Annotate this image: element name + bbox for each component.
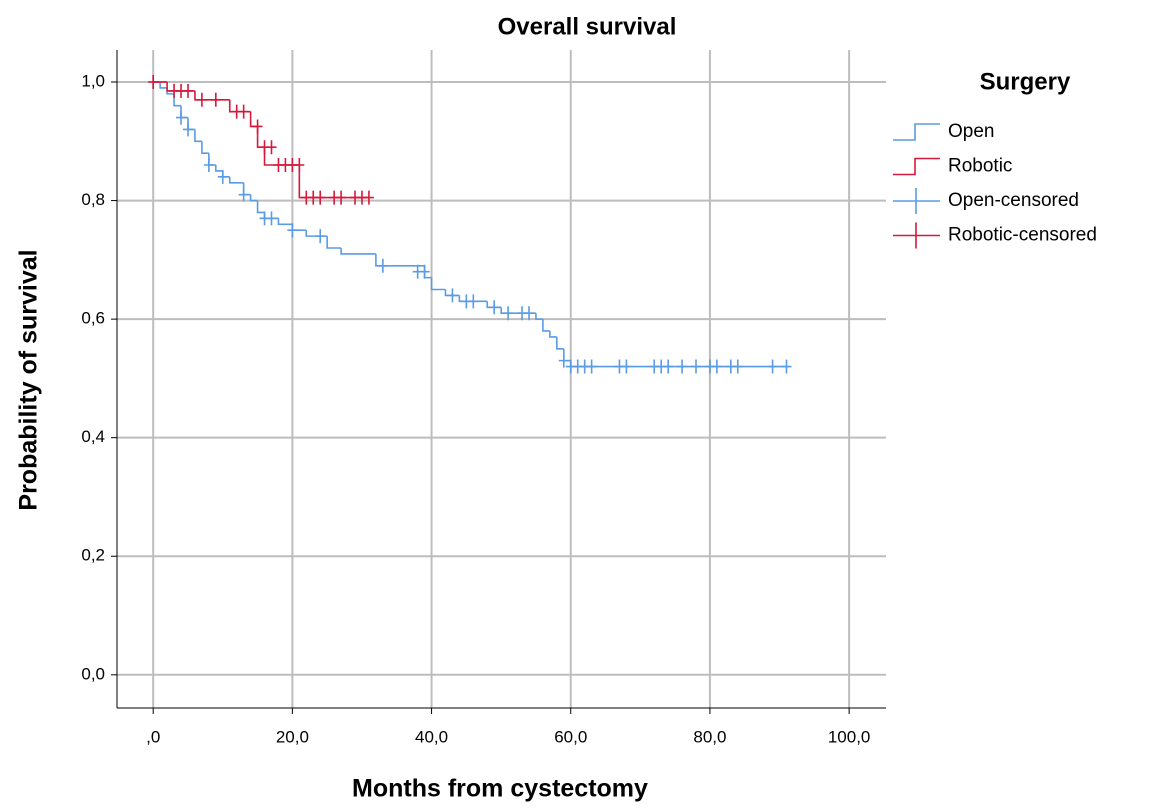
survival-step xyxy=(430,277,446,291)
survival-step xyxy=(375,253,425,267)
censor-mark xyxy=(176,110,187,125)
y-tick-label: 0,2 xyxy=(81,546,105,565)
censor-mark xyxy=(377,258,388,273)
censor-mark xyxy=(252,119,263,134)
legend-label: Open-censored xyxy=(948,190,1079,211)
x-tick-label: 60,0 xyxy=(554,727,587,746)
survival-step xyxy=(277,218,293,226)
y-tick-label: 1,0 xyxy=(81,71,105,90)
survival-step xyxy=(291,224,307,232)
censor-mark xyxy=(148,75,159,90)
legend-label: Open xyxy=(948,121,994,142)
survival-step xyxy=(542,319,550,332)
y-axis-title: Probability of survival xyxy=(15,249,43,510)
survival-step xyxy=(249,194,258,202)
survival-step xyxy=(201,141,209,154)
survival-step xyxy=(249,111,258,128)
x-tick-label: 40,0 xyxy=(415,727,448,746)
censor-mark xyxy=(732,359,743,374)
survival-step xyxy=(194,129,202,143)
censor-mark xyxy=(677,359,688,374)
survival-step xyxy=(569,360,787,368)
censor-mark xyxy=(182,83,193,98)
censor-mark xyxy=(315,229,326,244)
x-tick-label: ,0 xyxy=(146,727,160,746)
x-tick-label: 80,0 xyxy=(693,727,726,746)
legend-symbol xyxy=(893,222,940,249)
censor-mark xyxy=(217,169,228,184)
censor-mark xyxy=(523,306,534,321)
y-tick-label: 0,0 xyxy=(81,664,105,683)
survival-step xyxy=(562,348,571,362)
censor-mark xyxy=(238,104,249,119)
censor-mark xyxy=(503,306,514,321)
censor-mark xyxy=(691,359,702,374)
survival-step xyxy=(180,105,188,119)
survival-step xyxy=(263,147,300,166)
chart-title: Overall survival xyxy=(498,13,677,40)
censor-mark xyxy=(489,300,500,315)
survival-step xyxy=(549,330,557,338)
survival-step xyxy=(187,117,195,131)
censor-mark xyxy=(363,190,374,205)
survival-step xyxy=(194,90,230,101)
survival-step xyxy=(340,247,376,255)
survival-step xyxy=(173,93,182,107)
censor-mark xyxy=(182,122,193,137)
censor-mark xyxy=(287,223,298,238)
survival-step xyxy=(215,165,223,172)
survival-step xyxy=(256,126,265,149)
censor-mark xyxy=(767,359,778,374)
censor-mark xyxy=(621,359,632,374)
censor-mark xyxy=(294,158,305,173)
survival-step xyxy=(159,82,168,89)
survival-step xyxy=(242,182,251,196)
censor-mark xyxy=(781,359,792,374)
survival-step xyxy=(228,99,251,113)
survival-step xyxy=(305,230,328,237)
censor-mark xyxy=(238,187,249,202)
legend-label: Robotic-censored xyxy=(948,225,1097,246)
legend-title: Surgery xyxy=(980,68,1071,95)
y-tick-label: 0,8 xyxy=(81,190,105,209)
survival-step xyxy=(228,176,244,184)
x-tick-label: 20,0 xyxy=(276,727,309,746)
survival-step xyxy=(221,170,230,178)
censor-mark xyxy=(558,353,569,368)
legend-symbol xyxy=(893,157,940,176)
censor-mark xyxy=(468,294,479,309)
censor-mark xyxy=(266,211,277,226)
survival-step xyxy=(500,307,536,314)
survival-step xyxy=(208,153,216,166)
censor-mark xyxy=(663,359,674,374)
legend-symbol xyxy=(893,123,940,141)
censor-mark xyxy=(266,140,277,155)
censor-mark xyxy=(203,158,214,173)
x-axis-title: Months from cystectomy xyxy=(352,775,648,803)
censor-mark xyxy=(419,264,430,279)
censor-mark xyxy=(586,359,597,374)
survival-step xyxy=(326,236,342,249)
censor-mark xyxy=(210,92,221,107)
survival-step xyxy=(256,200,265,214)
x-tick-label: 100,0 xyxy=(828,727,871,746)
censor-mark xyxy=(336,190,347,205)
censor-mark xyxy=(315,190,326,205)
legend-label: Robotic xyxy=(948,156,1012,177)
censor-mark xyxy=(196,92,207,107)
censor-mark xyxy=(711,359,722,374)
y-tick-label: 0,6 xyxy=(81,309,105,328)
censor-mark xyxy=(447,288,458,303)
survival-step xyxy=(556,336,564,350)
y-tick-label: 0,4 xyxy=(81,427,105,446)
survival-step xyxy=(535,313,543,320)
legend-symbol xyxy=(893,188,940,214)
